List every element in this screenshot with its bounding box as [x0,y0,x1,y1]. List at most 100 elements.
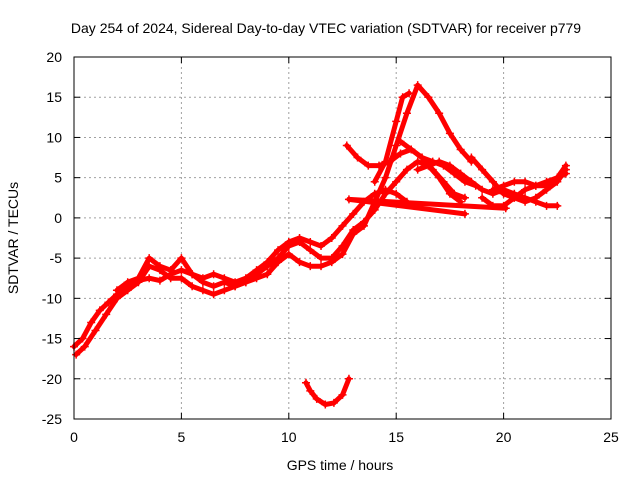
x-tick-label: 20 [496,429,512,445]
data-point [80,342,89,351]
data-point [306,246,315,255]
data-point [553,173,562,182]
data-point [123,286,132,295]
chart-title: Day 254 of 2024, Sidereal Day-to-day VTE… [71,20,581,36]
data-point [353,153,362,162]
data-point [134,274,143,283]
data-point [456,169,465,178]
data-point [364,161,373,170]
data-point [456,145,465,154]
y-tick-label: 5 [54,170,62,186]
series-track-d [344,143,468,201]
data-point [145,254,154,263]
data-point [123,278,132,287]
x-tick-label: 25 [603,429,619,445]
data-series [70,81,570,409]
data-point [501,204,510,213]
data-point [417,153,426,162]
data-point [424,93,433,102]
data-point [499,181,508,190]
data-point [295,258,304,267]
plot-frame [73,56,612,420]
series-track-c [114,187,410,293]
data-point [561,161,570,170]
data-point [521,197,530,206]
y-tick-label: -25 [42,411,62,427]
y-tick-label: -15 [42,331,62,347]
x-axis-label: GPS time / hours [287,457,394,473]
data-point [209,270,218,279]
data-point [198,286,207,295]
data-point [209,290,218,299]
data-point [231,278,240,287]
data-point [317,254,326,263]
data-point [252,274,261,283]
x-tick-label: 15 [388,429,404,445]
data-point [188,270,197,279]
data-point [344,195,353,204]
data-point [177,266,186,275]
data-point [188,282,197,291]
data-point [349,209,358,218]
data-point [327,258,336,267]
data-point [241,274,250,283]
data-point [317,262,326,271]
data-point [488,185,497,194]
x-tick-label: 0 [70,429,78,445]
data-point [112,294,121,303]
data-point [177,274,186,283]
data-point [381,173,390,182]
data-point [338,250,347,259]
data-point [424,161,433,170]
y-tick-label: 0 [54,210,62,226]
data-point [166,266,175,275]
data-point [327,234,336,242]
y-tick-label: 20 [46,49,62,65]
data-point [338,390,347,399]
axis-ticks: 0 5 10 15 20 25 -25 -20 -15 -10 -5 0 5 10 15 20 [42,49,619,445]
data-point [561,169,570,178]
data-point [396,137,405,146]
data-point [145,274,154,283]
data-point [553,201,562,210]
data-point [445,129,454,138]
data-point [381,185,390,194]
data-point [220,286,229,295]
data-point [72,350,81,359]
data-point [274,258,283,267]
data-point [413,157,422,166]
y-tick-label: -10 [42,290,62,306]
y-axis-label: SDTVAR / TECUs [5,182,21,294]
data-point [435,157,444,166]
data-point [392,117,401,126]
data-point [104,298,113,307]
series-track-a [71,159,464,350]
data-point [263,270,272,279]
data-point [405,89,414,98]
data-point [499,189,508,198]
y-tick-label: -20 [42,371,62,387]
data-point [177,254,186,263]
data-point [344,374,353,383]
data-point [95,306,104,315]
data-point [329,398,338,407]
data-point [402,165,411,174]
data-point [521,185,530,194]
data-point [542,181,551,190]
series-track-b [73,82,474,358]
data-point [510,177,519,186]
data-point [396,149,405,158]
data-point [392,141,401,150]
data-point [295,234,304,242]
data-point [450,189,459,198]
data-point [435,109,444,118]
data-point [488,177,497,186]
grid-lines [74,57,611,419]
data-point [306,262,315,271]
data-point [306,386,315,395]
data-point [338,221,347,230]
data-point [166,274,175,283]
y-tick-label: -5 [50,250,63,266]
data-point [460,193,469,202]
data-point [478,165,487,174]
